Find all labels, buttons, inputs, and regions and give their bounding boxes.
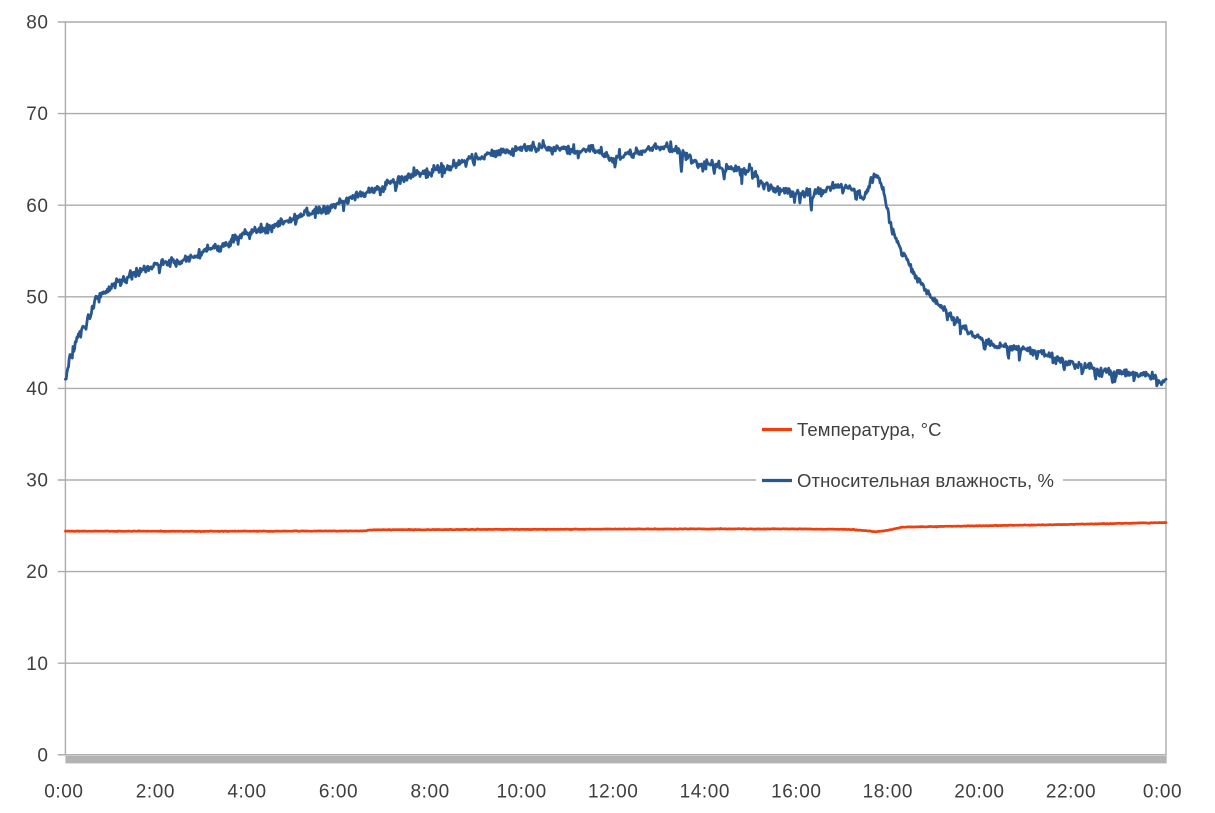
svg-text:Относительная влажность, %: Относительная влажность, % [797, 470, 1054, 491]
svg-text:0:00: 0:00 [44, 782, 83, 803]
svg-text:12:00: 12:00 [588, 782, 638, 803]
svg-text:18:00: 18:00 [863, 782, 913, 803]
svg-text:30: 30 [26, 471, 48, 492]
svg-text:6:00: 6:00 [319, 782, 358, 803]
svg-text:0:00: 0:00 [1143, 782, 1182, 803]
svg-text:80: 80 [26, 13, 48, 34]
svg-text:20: 20 [26, 562, 48, 583]
svg-text:60: 60 [26, 196, 48, 217]
svg-text:8:00: 8:00 [411, 782, 450, 803]
svg-text:0: 0 [37, 745, 48, 766]
svg-text:10: 10 [26, 654, 48, 675]
svg-text:4:00: 4:00 [227, 782, 266, 803]
svg-text:50: 50 [26, 287, 48, 308]
svg-text:70: 70 [26, 104, 48, 125]
svg-text:10:00: 10:00 [496, 782, 546, 803]
svg-text:Температура, °C: Температура, °C [797, 419, 942, 440]
svg-text:20:00: 20:00 [954, 782, 1004, 803]
svg-text:14:00: 14:00 [680, 782, 730, 803]
svg-text:40: 40 [26, 379, 48, 400]
svg-text:2:00: 2:00 [136, 782, 175, 803]
svg-text:16:00: 16:00 [771, 782, 821, 803]
svg-text:22:00: 22:00 [1046, 782, 1096, 803]
